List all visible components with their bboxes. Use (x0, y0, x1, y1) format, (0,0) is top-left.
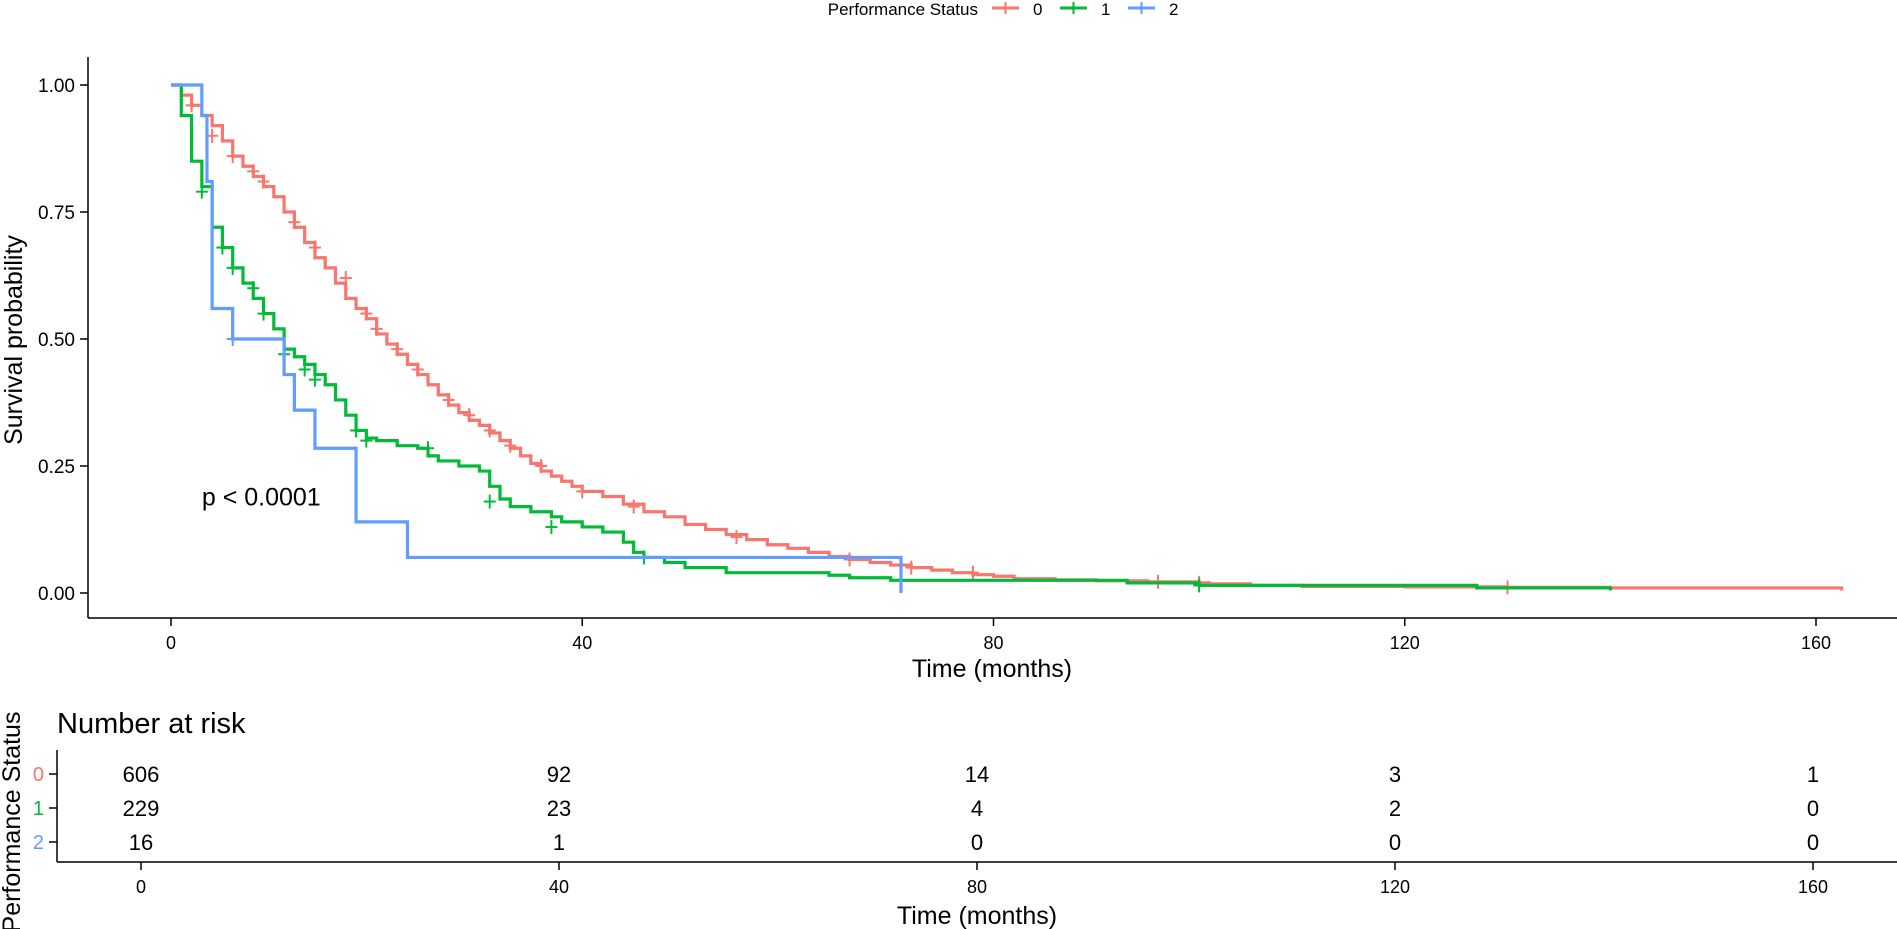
risk-cell: 23 (547, 796, 571, 821)
legend-label: 1 (1101, 0, 1110, 19)
survival-curve-0 (171, 83, 1844, 591)
censor-mark (966, 565, 979, 580)
risk-row-0: 0 606 92 14 3 1 (33, 762, 1819, 787)
series-2 (171, 83, 903, 593)
risk-row-label: 0 (33, 764, 44, 786)
risk-row-1: 1 229 23 4 2 0 (33, 796, 1819, 821)
censor-mark (422, 441, 435, 456)
risk-table: Number at risk Performance Status 0 606 92… (0, 708, 1897, 929)
censor-mark (483, 423, 496, 438)
censor-mark (247, 281, 260, 296)
x-tick-label: 160 (1801, 633, 1831, 653)
series-0 (171, 83, 1844, 595)
legend-entry-2: 2 (1128, 0, 1178, 19)
risk-x-tick-label: 160 (1798, 877, 1828, 897)
risk-cell: 0 (1807, 796, 1819, 821)
censor-mark (504, 438, 517, 453)
legend-label: 2 (1169, 0, 1178, 19)
risk-row-label: 2 (33, 832, 44, 854)
censor-mark (905, 560, 918, 575)
y-axis-label: Survival probability (0, 235, 28, 445)
risk-row-label: 1 (33, 798, 44, 820)
risk-cell: 16 (129, 830, 153, 855)
risk-cell: 0 (1389, 830, 1401, 855)
risk-table-x-label: Time (months) (897, 902, 1057, 929)
censor-mark (535, 459, 548, 473)
censor-mark (442, 392, 455, 407)
censor-mark (627, 499, 640, 514)
censor-mark (257, 174, 270, 189)
survival-curve-2 (171, 83, 903, 593)
censor-mark (216, 240, 229, 255)
censor-mark (226, 149, 239, 164)
censor-mark (247, 164, 260, 179)
y-tick-label: 0.25 (38, 457, 75, 478)
series-1 (171, 83, 1612, 593)
censor-mark (411, 362, 424, 377)
censor-mark (576, 484, 589, 499)
censor-mark (360, 306, 373, 321)
risk-cell: 1 (1807, 762, 1819, 787)
risk-cell: 229 (123, 796, 160, 821)
censor-mark (226, 260, 239, 275)
main-ticks: 0 40 80 120 160 0.00 0.25 0.50 0.75 1.00 (38, 76, 1831, 653)
censor-mark (257, 306, 270, 321)
x-tick-label: 40 (572, 633, 592, 653)
censor-mark (308, 240, 321, 255)
censor-mark (308, 372, 321, 387)
risk-cell: 0 (971, 830, 983, 855)
censor-mark (391, 342, 404, 357)
risk-cell: 4 (971, 796, 983, 821)
risk-x-tick-label: 0 (136, 877, 146, 897)
main-axes (87, 57, 1897, 619)
censor-mark (483, 494, 496, 509)
risk-cell: 14 (965, 762, 989, 787)
risk-table-y-label: Performance Status (0, 712, 26, 929)
x-tick-label: 80 (983, 633, 1003, 653)
x-tick-label: 0 (166, 633, 176, 653)
risk-rows: 0 606 92 14 3 1 1 229 23 4 2 0 2 16 1 0 0 0 (33, 762, 1819, 855)
risk-cell: 92 (547, 762, 571, 787)
censor-mark (288, 215, 301, 230)
y-tick-label: 1.00 (38, 76, 75, 97)
risk-x-tick-label: 80 (967, 877, 987, 897)
censor-mark (1193, 578, 1206, 593)
risk-x-tick-label: 120 (1380, 877, 1410, 897)
risk-table-ticks: 0 40 80 120 160 (136, 862, 1828, 897)
censor-mark (298, 362, 311, 377)
censor-mark (360, 433, 373, 448)
censor-mark (463, 408, 476, 423)
legend-title: Performance Status (828, 0, 978, 19)
legend-label: 0 (1033, 0, 1042, 19)
risk-x-tick-label: 40 (549, 877, 569, 897)
x-axis-label: Time (months) (912, 655, 1072, 683)
censor-mark (195, 184, 208, 199)
y-tick-label: 0.50 (38, 330, 75, 351)
y-tick-label: 0.00 (38, 584, 75, 605)
y-tick-label: 0.75 (38, 203, 75, 224)
risk-row-2: 2 16 1 0 0 0 (33, 830, 1819, 855)
censor-mark (350, 423, 363, 438)
p-value-annotation: p < 0.0001 (202, 483, 321, 511)
legend-entry-0: 0 (992, 0, 1042, 19)
censor-mark (185, 98, 198, 113)
legend-entry-1: 1 (1060, 0, 1110, 19)
censor-mark (843, 552, 856, 567)
censor-mark (545, 519, 558, 534)
risk-cell: 606 (123, 762, 160, 787)
survival-curves (171, 83, 1844, 595)
risk-cell: 3 (1389, 762, 1401, 787)
risk-cell: 0 (1807, 830, 1819, 855)
risk-cell: 2 (1389, 796, 1401, 821)
censor-mark (226, 332, 239, 346)
x-tick-label: 120 (1390, 633, 1420, 653)
legend: Performance Status 0 1 2 (828, 0, 1179, 19)
risk-cell: 1 (553, 830, 565, 855)
censor-mark (730, 530, 743, 545)
risk-table-title: Number at risk (57, 708, 246, 740)
censor-mark (370, 321, 383, 336)
censor-mark (339, 271, 352, 286)
